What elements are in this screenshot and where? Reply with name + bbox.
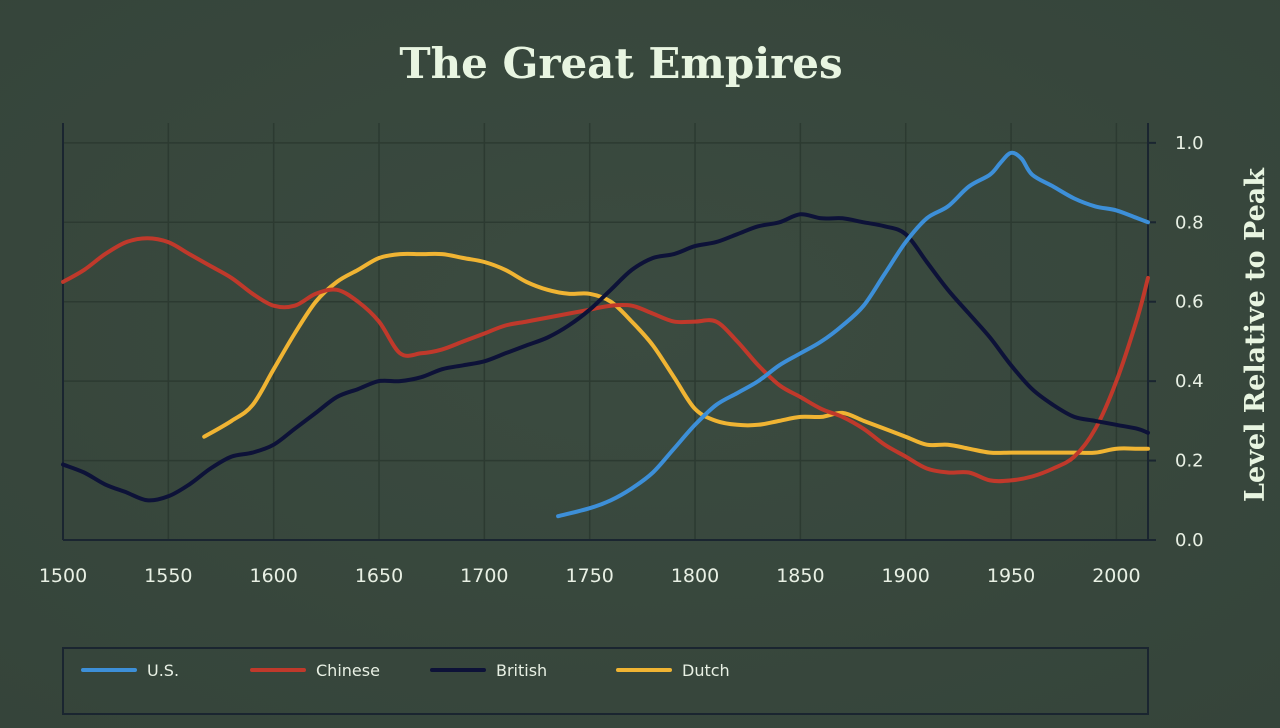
x-tick-label-1800: 1800 xyxy=(671,565,719,587)
x-tick-label-1600: 1600 xyxy=(249,565,297,587)
chart-title: The Great Empires xyxy=(399,39,842,88)
y-axis-label: Level Relative to Peak xyxy=(1240,167,1271,502)
x-tick-label-1950: 1950 xyxy=(987,565,1035,587)
legend-label-british: British xyxy=(496,661,547,680)
series-line-british xyxy=(61,212,1150,503)
y-tick-label-0.2: 0.2 xyxy=(1175,451,1204,472)
legend-box xyxy=(62,647,1149,715)
x-tick-label-1900: 1900 xyxy=(882,565,930,587)
legend-label-chinese: Chinese xyxy=(316,661,380,680)
legend: U.S. Chinese British Dutch xyxy=(62,647,1149,715)
x-tick-label-1700: 1700 xyxy=(460,565,508,587)
legend-label-dutch: Dutch xyxy=(682,661,730,680)
x-axis-ticks: 1500 1550 1600 1650 1700 1750 1800 1850 1900 1950… xyxy=(39,565,1141,587)
x-tick-label-1650: 1650 xyxy=(355,565,403,587)
y-tick-label-0.0: 0.0 xyxy=(1175,530,1204,551)
y-axis-ticks: 0.0 0.2 0.4 0.6 0.8 1.0 xyxy=(1175,133,1204,551)
axes xyxy=(62,123,1156,541)
series-line-chinese xyxy=(61,236,1150,484)
legend-label-us: U.S. xyxy=(147,661,179,680)
series-lines xyxy=(61,150,1150,519)
x-tick-label-1550: 1550 xyxy=(144,565,192,587)
series-line-us xyxy=(556,150,1150,519)
y-tick-label-0.8: 0.8 xyxy=(1175,212,1204,233)
x-tick-label-2000: 2000 xyxy=(1092,565,1140,587)
x-tick-label-1500: 1500 xyxy=(39,565,87,587)
y-tick-label-0.4: 0.4 xyxy=(1175,371,1204,392)
series-line-dutch xyxy=(202,251,1150,455)
x-tick-label-1750: 1750 xyxy=(566,565,614,587)
x-tick-label-1850: 1850 xyxy=(776,565,824,587)
y-tick-label-0.6: 0.6 xyxy=(1175,292,1204,313)
y-tick-label-1.0: 1.0 xyxy=(1175,133,1204,154)
